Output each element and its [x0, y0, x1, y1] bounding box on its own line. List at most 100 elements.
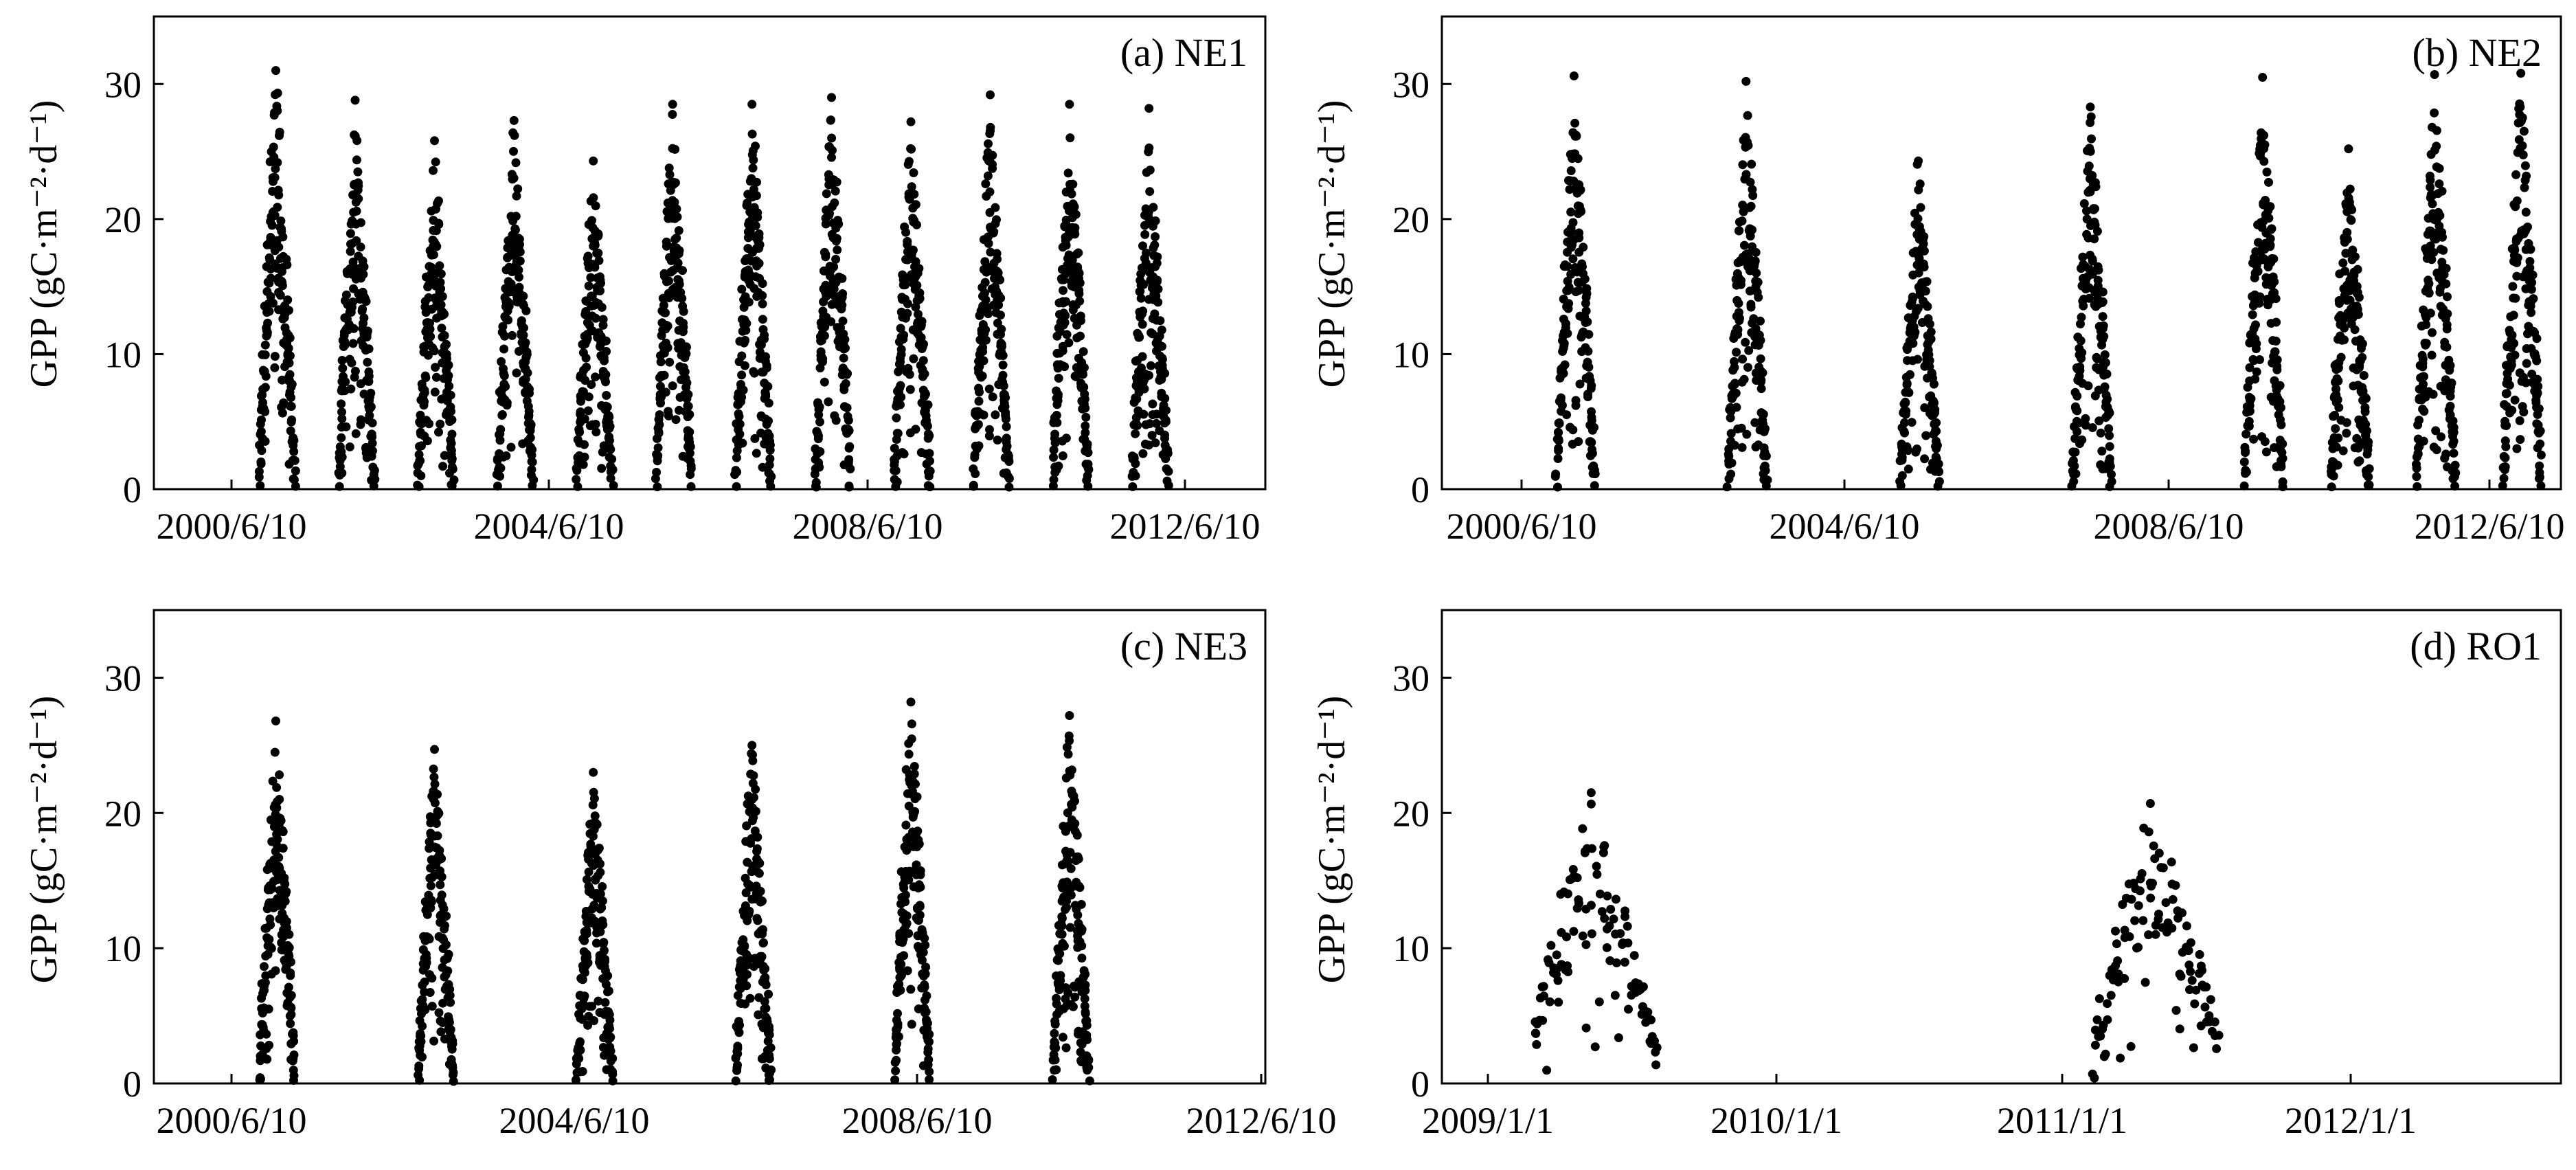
data-point — [284, 982, 293, 992]
x-tick-label: 2012/6/10 — [1109, 506, 1260, 547]
data-point — [983, 171, 993, 181]
data-point — [580, 376, 590, 385]
data-point — [1919, 259, 1928, 269]
data-point — [361, 297, 371, 306]
data-point — [2091, 182, 2101, 192]
data-point — [447, 1044, 457, 1054]
data-point — [359, 269, 368, 279]
data-point — [440, 912, 450, 921]
data-point — [2084, 161, 2094, 171]
data-point — [580, 440, 589, 449]
data-point — [988, 164, 997, 173]
data-point — [1574, 233, 1584, 243]
data-point — [506, 442, 516, 452]
data-point — [351, 429, 361, 438]
data-point — [1585, 372, 1594, 381]
data-point — [2338, 446, 2348, 455]
data-point — [678, 327, 688, 337]
data-point — [2271, 294, 2281, 304]
x-tick-label: 2010/1/1 — [1710, 1100, 1842, 1141]
data-point — [754, 258, 764, 268]
data-point — [1083, 471, 1092, 480]
data-point — [2098, 287, 2108, 297]
data-point — [2523, 222, 2532, 232]
data-point — [1761, 481, 1771, 491]
data-point — [999, 381, 1008, 391]
data-point — [2090, 1040, 2100, 1050]
data-point — [735, 419, 745, 429]
data-point — [2331, 424, 2340, 434]
data-point — [892, 477, 902, 486]
data-point — [1574, 286, 1583, 295]
data-point — [1061, 297, 1071, 306]
data-point — [2352, 302, 2362, 311]
data-point — [431, 372, 441, 382]
data-point — [824, 397, 833, 407]
data-point — [907, 1020, 916, 1029]
data-point — [519, 330, 528, 340]
data-point — [2419, 407, 2429, 416]
data-point — [747, 741, 757, 750]
data-point — [526, 433, 535, 442]
data-point — [580, 414, 589, 424]
data-point — [1916, 203, 1925, 212]
data-point — [362, 330, 372, 339]
y-tick-label: 20 — [1392, 199, 1430, 240]
panel-a-ne1: GPP (gC·m⁻²·d⁻¹) (a) NE1 01020302000/6/1… — [23, 15, 1267, 547]
data-point — [741, 335, 750, 345]
data-point — [499, 371, 509, 381]
data-point — [903, 236, 912, 246]
data-point — [988, 150, 997, 160]
data-point — [2099, 332, 2109, 341]
data-point — [499, 379, 509, 389]
data-point — [2134, 901, 2143, 910]
data-point — [2334, 434, 2343, 442]
data-point — [1564, 282, 1574, 292]
data-point — [267, 221, 277, 230]
data-point — [1061, 434, 1071, 443]
data-point — [583, 958, 593, 967]
data-point — [286, 402, 296, 411]
data-point — [603, 971, 613, 980]
data-point — [833, 216, 842, 225]
data-point — [1726, 429, 1736, 438]
data-point — [1563, 328, 1572, 338]
data-point — [526, 442, 535, 452]
data-point — [896, 357, 905, 367]
data-point — [922, 991, 931, 1000]
data-point — [2500, 416, 2510, 426]
data-point — [414, 482, 424, 491]
data-point — [671, 415, 681, 425]
data-point — [1539, 982, 1548, 991]
data-point — [1903, 446, 1913, 455]
data-point — [2086, 118, 2095, 127]
data-point — [832, 177, 841, 187]
data-point — [810, 469, 820, 479]
data-point — [284, 344, 293, 353]
data-point — [2449, 449, 2459, 458]
data-point — [1052, 1065, 1061, 1075]
data-point — [2507, 405, 2517, 415]
data-point — [286, 382, 296, 392]
data-point — [991, 410, 1000, 420]
data-point — [1583, 317, 1592, 326]
data-point — [978, 347, 988, 357]
data-point — [1610, 991, 1620, 1000]
data-point — [280, 879, 290, 889]
data-point — [590, 240, 600, 250]
data-point — [753, 833, 762, 842]
data-point — [2356, 344, 2366, 353]
data-point — [1157, 341, 1166, 351]
data-point — [1061, 905, 1070, 914]
data-point — [921, 390, 930, 399]
data-point — [367, 429, 376, 439]
data-point — [745, 993, 755, 1003]
data-point — [368, 446, 377, 455]
data-point — [827, 153, 836, 162]
data-point — [348, 339, 358, 348]
data-point — [509, 146, 518, 156]
data-point — [442, 339, 451, 349]
data-point — [1551, 469, 1561, 479]
data-point — [896, 400, 905, 409]
data-point — [348, 297, 358, 306]
